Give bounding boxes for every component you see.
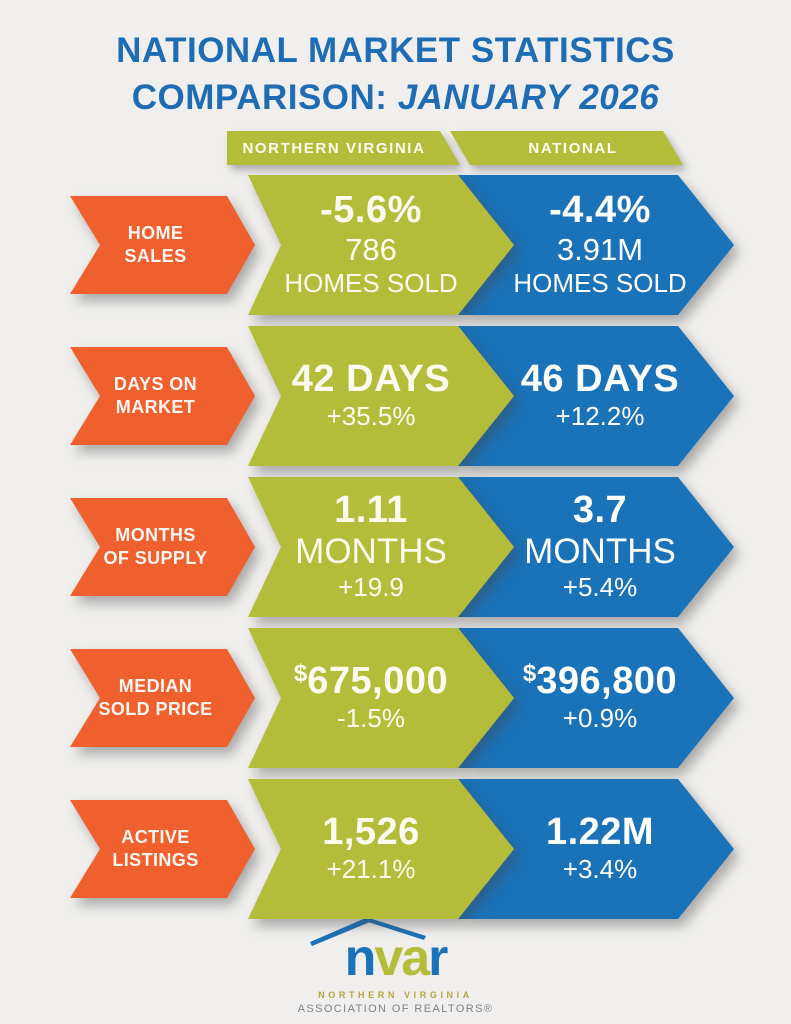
nova-sub-value: +35.5% bbox=[326, 401, 416, 432]
column-header-label: NATIONAL bbox=[450, 131, 683, 165]
nova-mid-value: MONTHS bbox=[295, 531, 447, 571]
metric-label-arrow: HOME SALES bbox=[70, 196, 255, 294]
row-median-sold-price: $396,800 +0.9% $675,000 -1.5% MEDIAN SOL… bbox=[0, 628, 791, 768]
national-mid-value: 3.91M bbox=[556, 231, 644, 267]
nova-arrow: 42 DAYS +35.5% bbox=[248, 326, 514, 466]
logo-association-of-realtors: ASSOCIATION OF REALTORS® bbox=[297, 1003, 494, 1015]
logo-northern-virginia: NORTHERN VIRGINIA bbox=[318, 990, 473, 1000]
national-sub-value: +3.4% bbox=[562, 854, 638, 885]
page-title: NATIONAL MARKET STATISTICS COMPARISON: J… bbox=[0, 28, 791, 122]
metric-label-line-2: MARKET bbox=[115, 397, 196, 417]
metric-label-line-2: OF SUPPLY bbox=[103, 548, 208, 568]
metric-label-arrow: DAYS ON MARKET bbox=[70, 347, 255, 445]
metric-label-line-1: DAYS ON bbox=[113, 373, 198, 394]
nova-main-value: 42 DAYS bbox=[291, 357, 451, 400]
nova-value-cell: -5.6% 786 HOMES SOLD bbox=[248, 175, 514, 315]
metric-label: DAYS ON MARKET bbox=[70, 347, 255, 445]
nova-arrow: -5.6% 786 HOMES SOLD bbox=[248, 175, 514, 315]
nova-sub-value: +19.9 bbox=[338, 571, 404, 602]
metric-label: MEDIAN SOLD PRICE bbox=[70, 649, 255, 747]
nova-arrow: 1,526 +21.1% bbox=[248, 779, 514, 919]
national-sub-value: +12.2% bbox=[555, 401, 645, 432]
column-header-label: NORTHERN VIRGINIA bbox=[227, 131, 460, 165]
column-header-northern-virginia: NORTHERN VIRGINIA bbox=[227, 131, 463, 165]
nova-sub-value: HOMES SOLD bbox=[284, 268, 458, 299]
metric-label-line-1: MEDIAN bbox=[118, 675, 193, 696]
metric-label: HOME SALES bbox=[70, 196, 255, 294]
row-home-sales: -4.4% 3.91M HOMES SOLD -5.6% 786 HOMES S… bbox=[0, 175, 791, 315]
nova-arrow: 1.11 MONTHS +19.9 bbox=[248, 477, 514, 617]
national-main-value: 46 DAYS bbox=[520, 357, 680, 400]
title-month: JANUARY 2026 bbox=[397, 77, 660, 117]
nova-sub-value: -1.5% bbox=[337, 703, 405, 734]
nvar-wordmark: nvar bbox=[344, 929, 449, 987]
nova-main-value: 1,526 bbox=[322, 810, 420, 853]
currency-symbol: $ bbox=[522, 659, 537, 687]
metric-label-arrow: MONTHS OF SUPPLY bbox=[70, 498, 255, 596]
nova-main-value: $675,000 bbox=[293, 659, 449, 702]
title-line-1: NATIONAL MARKET STATISTICS bbox=[116, 31, 675, 70]
nova-value-cell: 1,526 +21.1% bbox=[248, 779, 514, 919]
metric-label-arrow: MEDIAN SOLD PRICE bbox=[70, 649, 255, 747]
national-main-value: $396,800 bbox=[522, 659, 678, 702]
national-sub-value: +5.4% bbox=[562, 571, 638, 602]
metric-label: ACTIVE LISTINGS bbox=[70, 800, 255, 898]
nova-value-cell: $675,000 -1.5% bbox=[248, 628, 514, 768]
national-main-value: 3.7 bbox=[572, 489, 628, 532]
currency-symbol: $ bbox=[293, 659, 308, 687]
roof-icon bbox=[309, 917, 426, 946]
column-header-national: NATIONAL bbox=[450, 131, 686, 165]
row-days-on-market: 46 DAYS +12.2% 42 DAYS +35.5% DAYS ON MA… bbox=[0, 326, 791, 466]
nvar-logo: nvar NORTHERN VIRGINIA ASSOCIATION OF RE… bbox=[0, 917, 791, 1016]
metric-label-line-2: SOLD PRICE bbox=[98, 699, 213, 719]
metric-label-arrow: ACTIVE LISTINGS bbox=[70, 800, 255, 898]
nova-main-value: -5.6% bbox=[320, 189, 422, 231]
national-sub-value: +0.9% bbox=[562, 703, 638, 734]
row-active-listings: 1.22M +3.4% 1,526 +21.1% ACTIVE LISTINGS bbox=[0, 779, 791, 919]
nvar-logo-mark: nvar NORTHERN VIRGINIA ASSOCIATION OF RE… bbox=[297, 917, 494, 1015]
metric-label-line-1: ACTIVE bbox=[121, 826, 190, 847]
nova-main-value: 1.11 bbox=[334, 489, 408, 532]
metric-label: MONTHS OF SUPPLY bbox=[70, 498, 255, 596]
national-main-value: -4.4% bbox=[549, 189, 651, 231]
nova-arrow: $675,000 -1.5% bbox=[248, 628, 514, 768]
metric-label-line-2: LISTINGS bbox=[112, 850, 199, 870]
metric-label-line-1: MONTHS bbox=[115, 524, 196, 545]
national-value-cell: 1.22M +3.4% bbox=[458, 779, 734, 919]
title-line-2: COMPARISON: JANUARY 2026 bbox=[131, 77, 660, 117]
national-mid-value: MONTHS bbox=[524, 531, 676, 571]
national-main-value: 1.22M bbox=[545, 810, 655, 853]
metric-label-line-2: SALES bbox=[124, 246, 187, 266]
national-arrow: 1.22M +3.4% bbox=[458, 779, 734, 919]
row-months-of-supply: 3.7 MONTHS +5.4% 1.11 MONTHS +19.9 MONTH… bbox=[0, 477, 791, 617]
national-sub-value: HOMES SOLD bbox=[513, 268, 687, 299]
nova-sub-value: +21.1% bbox=[326, 854, 416, 885]
nova-value-cell: 42 DAYS +35.5% bbox=[248, 326, 514, 466]
nova-value-cell: 1.11 MONTHS +19.9 bbox=[248, 477, 514, 617]
nova-mid-value: 786 bbox=[345, 231, 397, 267]
metric-label-line-1: HOME bbox=[127, 222, 184, 243]
